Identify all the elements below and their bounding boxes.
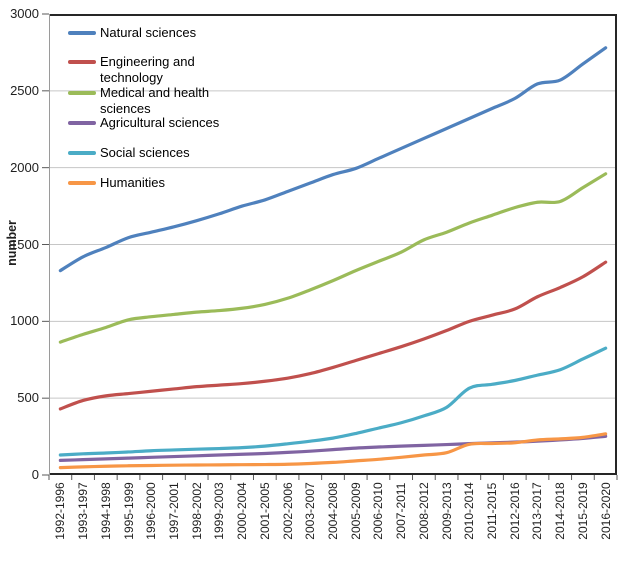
- x-tick-label: 2000-2004: [235, 482, 250, 540]
- legend-label: Medical and health sciences: [100, 85, 210, 116]
- x-tick-label: 2008-2012: [416, 482, 431, 540]
- y-tick-label: 2000: [10, 159, 39, 175]
- series-line-agricultural-sciences: [58, 434, 608, 462]
- y-tick-label: 2500: [10, 82, 39, 98]
- x-tick-label: 1998-2002: [189, 482, 204, 540]
- x-tick-label: 2005-2009: [348, 482, 363, 540]
- legend-label: Humanities: [100, 175, 166, 190]
- series-line-humanities: [58, 432, 608, 470]
- legend-item: Natural sciences: [68, 25, 196, 41]
- y-tick-label: 3000: [10, 6, 39, 21]
- legend-label: Social sciences: [100, 145, 190, 160]
- x-tick-label: 2016-2020: [598, 482, 613, 540]
- x-tick-label: 1999-2003: [212, 482, 227, 540]
- x-tick-label: 2006-2010: [371, 482, 386, 540]
- x-tick-label: 2004-2008: [326, 482, 340, 540]
- legend-label: Natural sciences: [100, 25, 197, 40]
- x-tick-label: 1997-2001: [166, 482, 181, 540]
- x-tick-label: 2013-2017: [530, 482, 545, 540]
- legend-label: Agricultural sciences: [100, 115, 220, 130]
- x-tick-label: 2003-2007: [303, 482, 318, 540]
- legend-swatch: [68, 151, 96, 155]
- y-tick-label: 0: [31, 467, 39, 482]
- legend-item: Social sciences: [68, 145, 190, 161]
- legend-item: Engineering and technology: [68, 54, 232, 85]
- x-tick-label: 2014-2018: [553, 482, 568, 540]
- series-line-natural-sciences: [58, 46, 608, 273]
- x-tick-label: 1992-1996: [53, 482, 68, 540]
- y-tick-label: 1500: [10, 236, 39, 252]
- legend-swatch: [68, 60, 96, 64]
- legend-swatch: [68, 181, 96, 185]
- legend-swatch: [68, 91, 96, 95]
- x-tick-label: 2007-2011: [394, 482, 409, 540]
- legend-label: Engineering and technology: [100, 54, 195, 85]
- x-tick-label: 2015-2019: [575, 482, 590, 540]
- series-line-engineering-and-technology: [58, 260, 608, 411]
- x-tick-label: 2012-2016: [507, 482, 522, 540]
- legend-item: Agricultural sciences: [68, 115, 219, 131]
- x-tick-label: 2011-2015: [485, 482, 500, 540]
- legend-swatch: [68, 31, 96, 35]
- legend-swatch: [68, 121, 96, 125]
- x-tick-label: 2001-2005: [257, 482, 272, 540]
- x-tick-label: 1995-1999: [121, 482, 136, 540]
- x-tick-label: 2010-2014: [462, 482, 477, 540]
- x-tick-label: 1994-1998: [98, 482, 113, 540]
- x-tick-label: 2002-2006: [280, 482, 295, 540]
- series-line-social-sciences: [58, 346, 608, 457]
- x-tick-label: 2009-2013: [439, 482, 454, 540]
- plot-area: [42, 13, 618, 480]
- legend-item: Medical and health sciences: [68, 85, 232, 116]
- series-line-medical-and-health-sciences: [58, 172, 608, 344]
- legend-item: Humanities: [68, 175, 165, 191]
- x-tick-label: 1993-1997: [76, 482, 91, 540]
- y-tick-label: 500: [17, 390, 39, 406]
- plot-canvas: [42, 13, 618, 480]
- x-tick-label: 1996-2000: [144, 482, 159, 540]
- y-tick-label: 1000: [10, 313, 39, 329]
